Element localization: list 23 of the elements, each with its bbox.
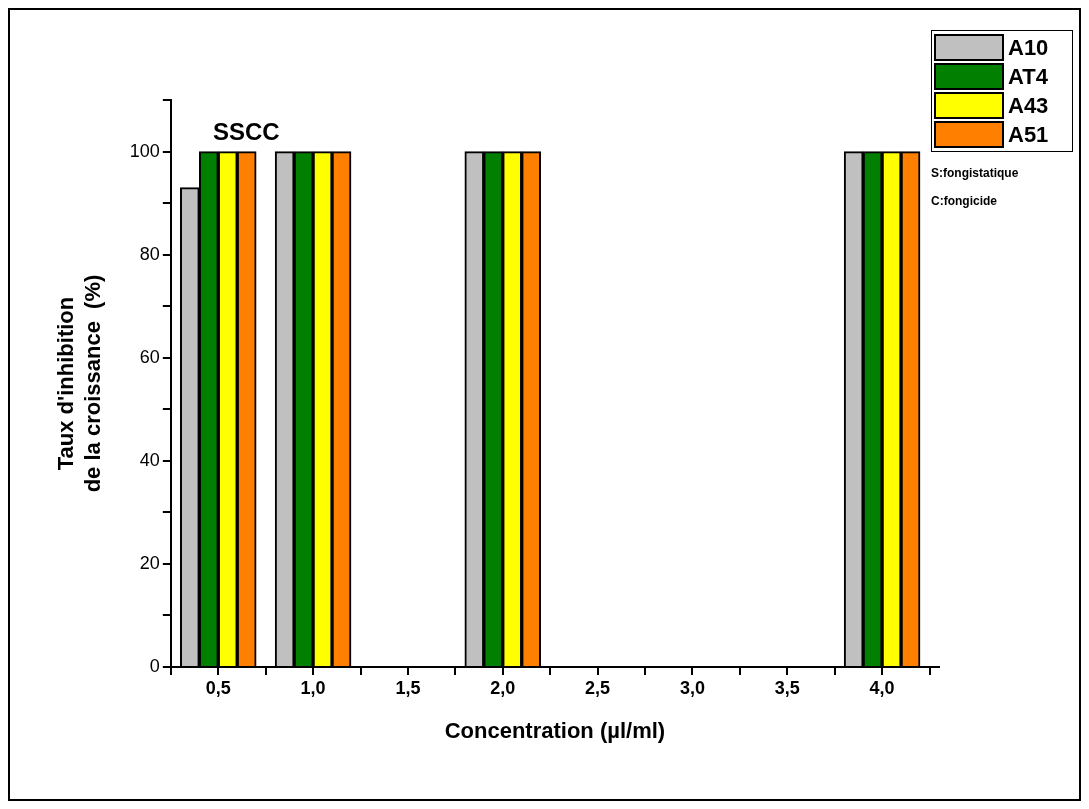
legend-label: AT4 (1008, 63, 1048, 90)
y-tick-label: 60 (139, 346, 160, 367)
y-tick-label: 100 (129, 140, 160, 161)
y-tick-label: 20 (139, 552, 160, 573)
x-tick-label: 3,5 (774, 677, 800, 698)
y-tick-label: 80 (139, 243, 160, 264)
legend-label: A43 (1008, 92, 1049, 119)
x-tick-label: 4,0 (869, 677, 895, 698)
x-tick-label: 1,5 (395, 677, 421, 698)
y-tick-label: 40 (139, 449, 160, 470)
annotation: SSCC (212, 118, 280, 146)
annotation: C:fongicide (931, 194, 998, 208)
x-tick-label: 2,5 (585, 677, 611, 698)
y-tick-label: 0 (149, 655, 160, 676)
x-axis-title: Concentration (µl/ml) (444, 717, 666, 743)
x-tick-label: 2,0 (490, 677, 516, 698)
x-tick-label: 0,5 (205, 677, 231, 698)
annotation: S:fongistatique (931, 166, 1020, 180)
x-tick-label: 1,0 (300, 677, 326, 698)
legend-label: A10 (1008, 34, 1049, 61)
x-tick-label: 3,0 (679, 677, 705, 698)
y-axis-title: Taux d'inhibition de la croissance (%) (53, 274, 105, 493)
legend-label: A51 (1008, 121, 1049, 148)
